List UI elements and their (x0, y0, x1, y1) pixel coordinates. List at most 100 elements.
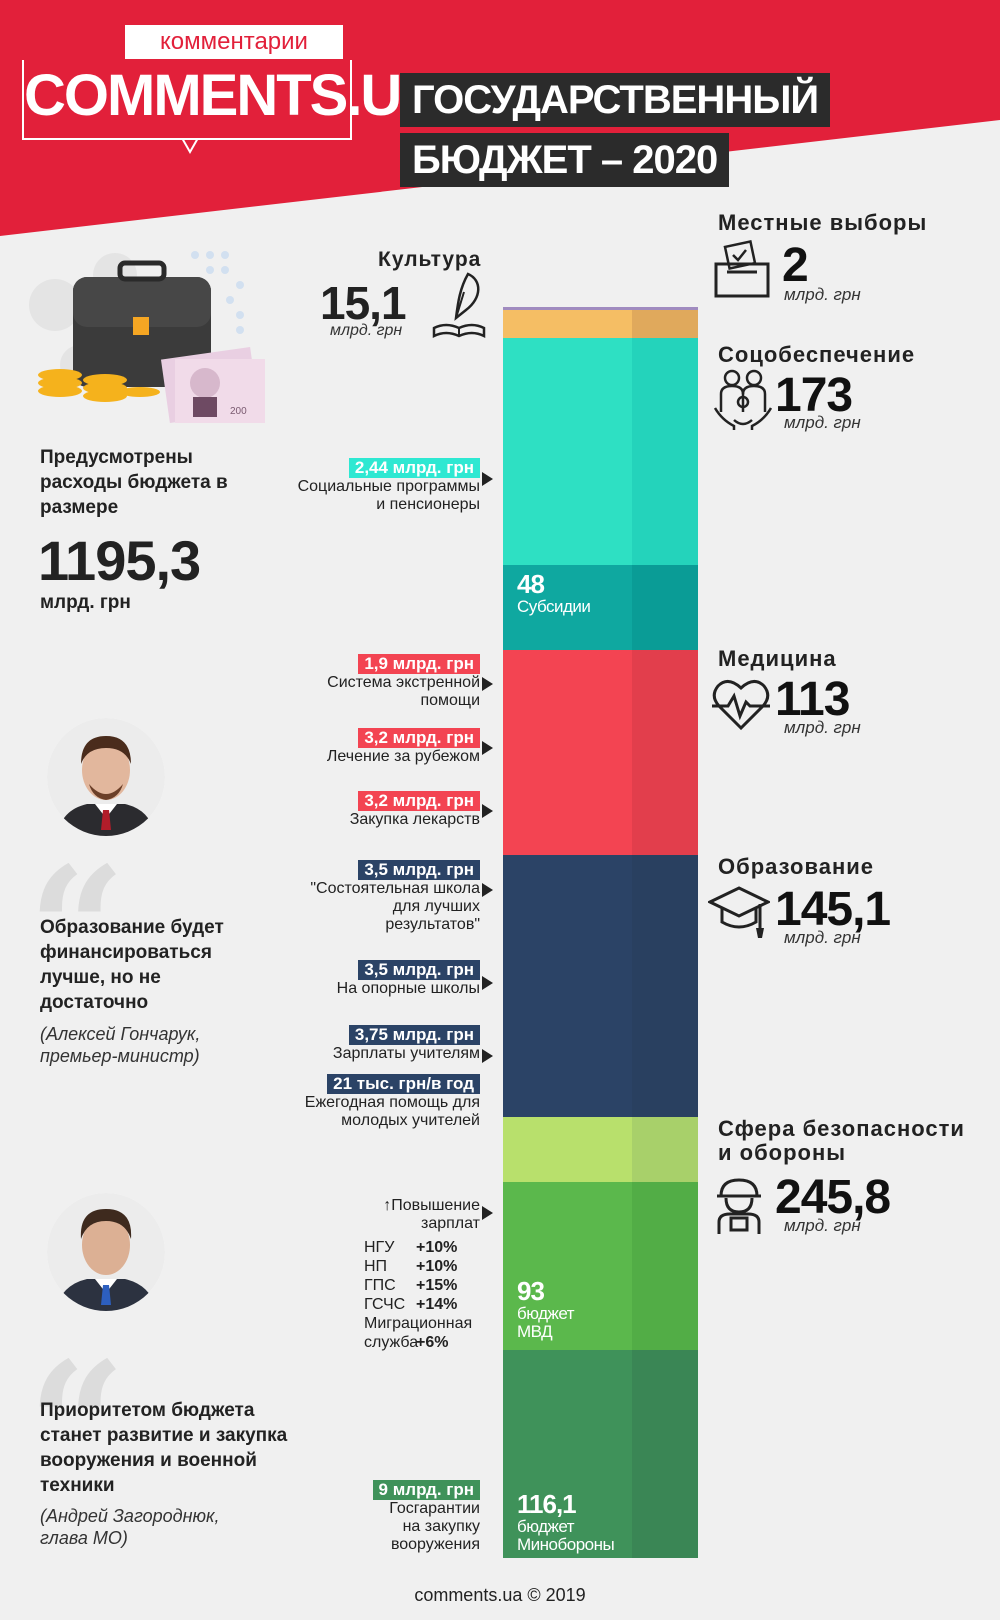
quote-mark-icon: “ (28, 830, 126, 1030)
summary-text: Предусмотрены расходы бюджета в размере (40, 447, 228, 518)
culture-title: Культура (378, 248, 482, 271)
callout-text: помощи (420, 692, 480, 709)
arrow-icon (482, 677, 493, 691)
callout-social-programs: 2,44 млрд. грн Социальные программы и пе… (298, 458, 480, 514)
callout-tag: 2,44 млрд. грн (348, 458, 480, 478)
mvd-label-line1: бюджет (517, 1304, 575, 1323)
callout-medicines: 3,2 млрд. грн Закупка лекарств (350, 791, 480, 829)
callout-teacher-salaries: 3,75 млрд. грн Зарплаты учителям (333, 1025, 480, 1063)
quote-line: Образование будет (40, 917, 224, 938)
rate-name: служба (364, 1334, 419, 1351)
social-title: Соцобеспечение (718, 342, 916, 367)
segment-mod: 116,1 бюджет Минобороны (503, 1350, 698, 1558)
social-value: 173 (775, 369, 853, 422)
quill-book-icon (432, 272, 486, 339)
callout-text: Закупка лекарств (349, 811, 480, 828)
footer-copyright[interactable]: comments.ua © 2019 (414, 1585, 586, 1605)
callout-text: Зарплаты учителям (332, 1045, 480, 1062)
callout-treatment-abroad: 3,2 млрд. грн Лечение за рубежом (327, 728, 480, 766)
culture-unit: млрд. грн (330, 322, 403, 339)
quote-line: вооружения и военной (40, 1450, 257, 1471)
soldier-icon (717, 1178, 761, 1234)
quote2-text: Приоритетом бюджета станет развитие и за… (40, 1398, 287, 1498)
mvd-label-line2: МВД (517, 1322, 553, 1341)
rate-name: НП (364, 1258, 388, 1275)
callout-text: Госгарантии (389, 1500, 480, 1517)
culture-value: 15,1 (320, 277, 407, 329)
family-icon (713, 369, 773, 430)
security-value: 245,8 (775, 1171, 891, 1224)
rate-name: ГСЧС (364, 1296, 406, 1313)
callout-tag: 9 млрд. грн (372, 1480, 480, 1500)
summary-value: 1195,3 (38, 529, 201, 592)
elections-value: 2 (782, 239, 809, 292)
quote-line: достаточно (40, 992, 149, 1013)
arrow-icon (482, 1206, 493, 1220)
page-title-line1: ГОСУДАРСТВЕННЫЙ (400, 73, 831, 127)
callout-tag: 3,5 млрд. грн (358, 960, 480, 980)
quote-line: станет развитие и закупка (40, 1425, 288, 1446)
callout-text: зарплат (420, 1215, 480, 1232)
quote-line: лучше, но не (40, 967, 161, 988)
callout-rich-school: 3,5 млрд. грн "Состоятельная школа для л… (310, 860, 480, 934)
arrow-icon (482, 472, 493, 486)
mod-value: 116,1 (517, 1489, 577, 1519)
callout-tag: 21 тыс. грн/в год (327, 1074, 480, 1094)
subsidies-value: 48 (517, 569, 545, 599)
callout-text: Ежегодная помощь для (304, 1094, 480, 1111)
rate-value: +6% (416, 1334, 449, 1351)
avatar-zagorodnyuk (47, 1193, 165, 1311)
callout-text: "Состоятельная школа (310, 880, 480, 897)
segment-culture (503, 310, 698, 338)
rate-name: ГПС (364, 1277, 396, 1294)
arrow-icon (482, 883, 493, 897)
arrow-icon (482, 804, 493, 818)
security-title-line2: и обороны (718, 1140, 847, 1165)
brand-logo[interactable]: COMMENTS.UA (22, 60, 442, 140)
summary-unit: млрд. грн (40, 592, 131, 613)
quote-line: финансироваться (40, 942, 212, 963)
mvd-value: 93 (517, 1276, 545, 1306)
segment-education (503, 855, 698, 1117)
callout-tag: 1,9 млрд. грн (358, 654, 480, 674)
callout-text: и пенсионеры (376, 496, 480, 513)
segment-security-other (503, 1117, 698, 1182)
page-title-line2: БЮДЖЕТ – 2020 (400, 133, 730, 187)
callout-young-teachers: 21 тыс. грн/в год Ежегодная помощь для м… (305, 1074, 480, 1130)
author-line: (Алексей Гончарук, (40, 1024, 201, 1044)
callout-text: ↑Повышение (383, 1197, 480, 1214)
callout-text: на закупку (402, 1518, 480, 1535)
mod-label-line1: бюджет (517, 1517, 575, 1536)
graduation-cap-icon (708, 886, 770, 938)
rate-value: +15% (416, 1277, 458, 1294)
subsidies-label: Субсидии (517, 597, 591, 616)
arrow-icon (482, 741, 493, 755)
rate-name: НГУ (364, 1239, 395, 1256)
ballot-box-icon (714, 240, 770, 298)
callout-state-guarantees: 9 млрд. грн Госгарантии на закупку воору… (372, 1480, 480, 1554)
segment-mvd: 93 бюджет МВД (503, 1182, 698, 1350)
callout-tag: 3,2 млрд. грн (358, 791, 480, 811)
quote2-author: (Андрей Загороднюк, глава МО) (40, 1505, 220, 1549)
medicine-title: Медицина (718, 646, 837, 671)
rate-value: +10% (416, 1239, 458, 1256)
arrow-icon (482, 976, 493, 990)
callout-text: На опорные школы (336, 980, 480, 997)
callout-tag: 3,75 млрд. грн (348, 1025, 480, 1045)
quote1-author: (Алексей Гончарук, премьер-министр) (40, 1023, 200, 1067)
author-line: глава МО) (40, 1528, 128, 1548)
quote-line: техники (40, 1475, 115, 1496)
medicine-unit: млрд. грн (784, 718, 861, 737)
logo-tail-icon (181, 138, 199, 155)
callout-text: молодых учителей (341, 1112, 480, 1129)
avatar-goncharuk (47, 718, 165, 836)
brand-small-label: комментарии (125, 25, 343, 59)
salary-raise-table: НГУ +10% НП +10% ГПС +15% ГСЧС +14% Миграцио… (364, 1238, 494, 1352)
callout-emergency: 1,9 млрд. грн Система экстренной помощи (327, 654, 480, 710)
education-title: Образование (718, 854, 874, 879)
callout-tag: 3,5 млрд. грн (358, 860, 480, 880)
arrow-icon (482, 1049, 493, 1063)
medicine-value: 113 (775, 673, 850, 726)
briefcase-illustration: 200 (29, 251, 265, 423)
callout-base-schools: 3,5 млрд. грн На опорные школы (337, 960, 480, 998)
